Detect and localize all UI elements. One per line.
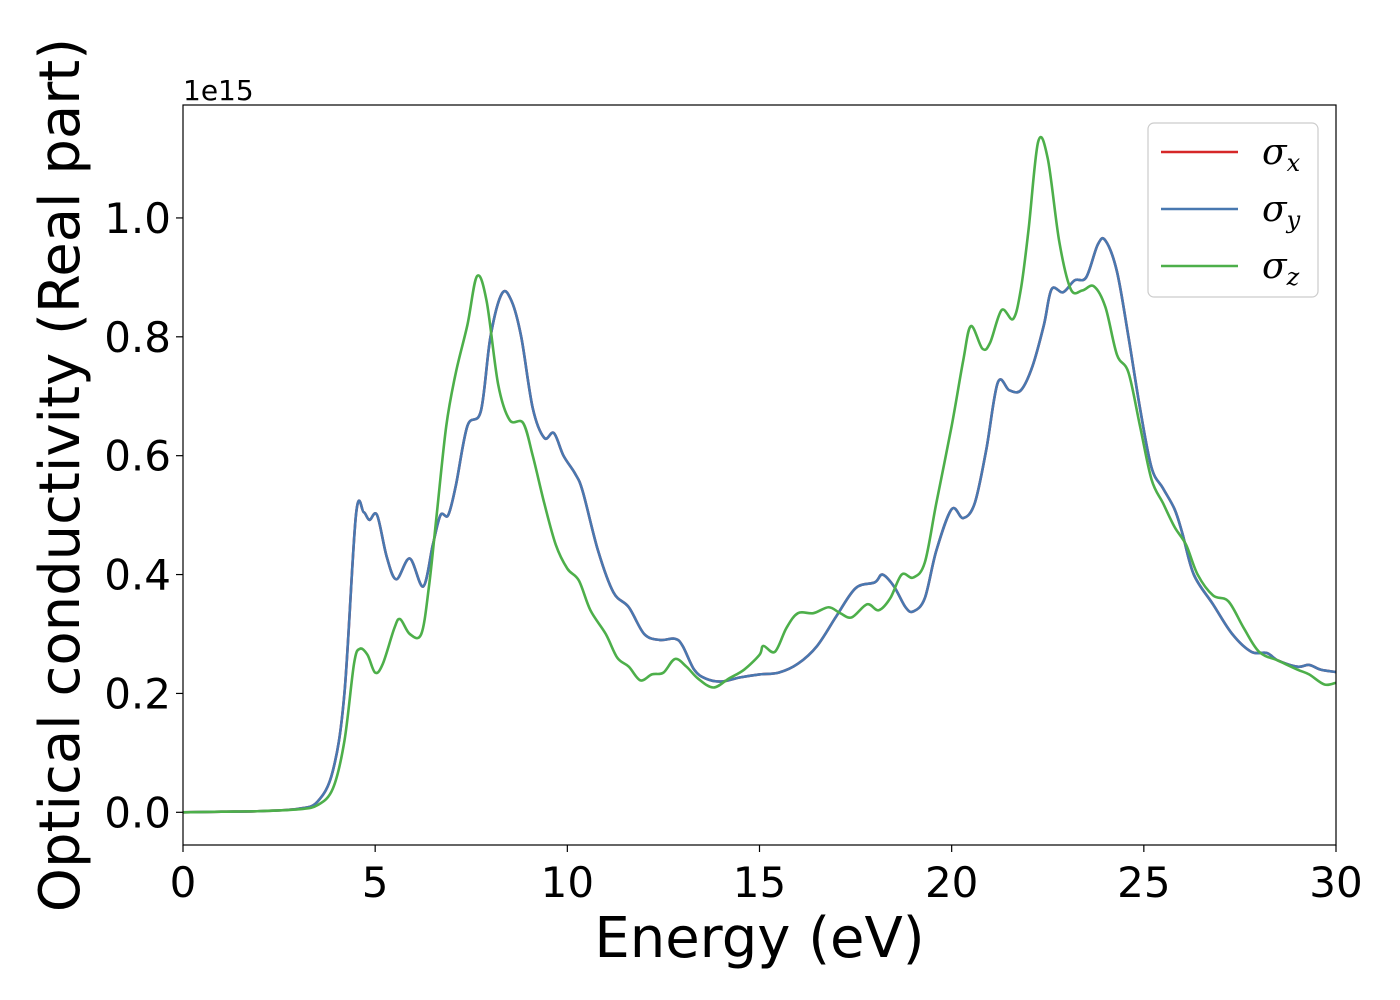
y-tick-label: 0.2 xyxy=(104,669,171,718)
x-tick-label: 25 xyxy=(1117,858,1170,907)
series-line-sigma-y xyxy=(182,236,1337,814)
legend: σx σy σz xyxy=(1147,122,1319,298)
x-tick-label: 0 xyxy=(170,858,197,907)
y-tick-label: 0.6 xyxy=(104,432,171,481)
legend-entries: σx σy σz xyxy=(1161,132,1301,291)
x-axis-title: Energy (eV) xyxy=(594,906,924,971)
x-tick-label: 15 xyxy=(733,858,786,907)
y-tick-label: 0.8 xyxy=(104,313,171,362)
y-tick-label: 1.0 xyxy=(104,194,171,243)
y-tick-label: 0.4 xyxy=(104,551,171,600)
x-tick-label: 20 xyxy=(925,858,978,907)
series-layer xyxy=(182,135,1337,814)
y-axis-ticks: 0.0 0.2 0.4 0.6 0.8 1.0 xyxy=(104,194,183,837)
series-line-sigma-z xyxy=(182,135,1337,814)
legend-label-sigma-z: σz xyxy=(1262,246,1300,291)
y-axis-title: Optical conductivity (Real part) xyxy=(28,38,93,912)
legend-label-sigma-x: σx xyxy=(1262,132,1301,177)
legend-label-sigma-y: σy xyxy=(1262,189,1301,234)
x-tick-label: 30 xyxy=(1309,858,1362,907)
x-tick-label: 5 xyxy=(362,858,389,907)
x-tick-label: 10 xyxy=(541,858,594,907)
x-axis-ticks: 0 5 10 15 20 25 30 xyxy=(170,845,1363,907)
y-tick-label: 0.0 xyxy=(104,788,171,837)
y-axis-offset-label: 1e15 xyxy=(183,74,254,107)
